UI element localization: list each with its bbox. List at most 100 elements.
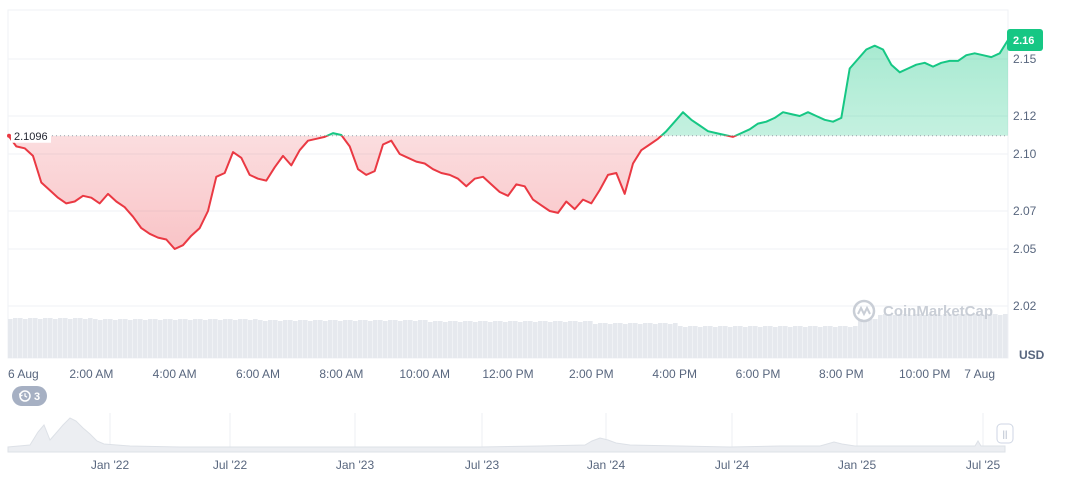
volume-bar [278, 321, 283, 358]
x-tick-label: 4:00 PM [652, 367, 697, 381]
reference-label-text: 2.1096 [14, 131, 48, 143]
volume-bar [368, 321, 373, 358]
volume-bar [198, 319, 203, 358]
history-badge[interactable]: 3 [12, 386, 47, 406]
volume-bar [888, 314, 893, 358]
navigator-handle-grip-icon: || [1003, 429, 1008, 439]
navigator-label: Jan '23 [336, 458, 375, 472]
volume-bar [523, 321, 528, 358]
volume-bar [588, 321, 593, 358]
volume-bar [963, 314, 968, 358]
volume-bar [768, 326, 773, 358]
volume-bar [258, 320, 263, 358]
last-price-badge-text: 2.16 [1013, 35, 1034, 47]
x-tick-label: 6 Aug [8, 367, 39, 381]
volume-bar [193, 319, 198, 358]
volume-bar [48, 318, 53, 358]
volume-bar [578, 322, 583, 358]
volume-bar [723, 326, 728, 358]
volume-bar [643, 323, 648, 358]
volume-bar [428, 322, 433, 358]
volume-bar [313, 320, 318, 358]
volume-bar [648, 323, 653, 358]
volume-bar [473, 322, 478, 358]
watermark-text: CoinMarketCap [883, 303, 993, 320]
volume-bar [223, 319, 228, 358]
y-tick-label: 2.05 [1013, 242, 1037, 256]
volume-bar [318, 320, 323, 358]
navigator-handle[interactable]: || [997, 424, 1013, 443]
volume-bar [728, 327, 733, 358]
y-axis: 2.022.052.072.102.122.15 [1013, 52, 1037, 313]
volume-bar [263, 321, 268, 358]
volume-bar [748, 326, 753, 358]
navigator-label: Jul '24 [715, 458, 750, 472]
volume-bar [333, 320, 338, 358]
volume-bar [688, 326, 693, 358]
volume-bar [503, 322, 508, 358]
volume-bar [988, 314, 993, 358]
volume-bar [638, 324, 643, 358]
volume-bars [8, 314, 1008, 358]
volume-bar [283, 320, 288, 358]
volume-bar [598, 323, 603, 358]
volume-bar [478, 321, 483, 358]
y-tick-label: 2.10 [1013, 147, 1037, 161]
volume-bar [133, 319, 138, 358]
volume-bar [438, 321, 443, 358]
y-tick-label: 2.02 [1013, 299, 1037, 313]
volume-bar [973, 314, 978, 358]
price-area-fill [8, 40, 1008, 249]
volume-bar [298, 320, 303, 358]
volume-bar [128, 320, 133, 358]
x-tick-label: 8:00 AM [319, 367, 363, 381]
volume-bar [848, 327, 853, 358]
volume-bar [168, 319, 173, 358]
y-axis-unit-label: USD [1019, 348, 1045, 362]
volume-bar [603, 323, 608, 358]
volume-bar [148, 319, 153, 358]
volume-bar [443, 322, 448, 358]
volume-bar [328, 320, 333, 358]
volume-bar [43, 318, 48, 358]
x-tick-label: 4:00 AM [153, 367, 197, 381]
volume-bar [153, 319, 158, 358]
volume-bar [933, 314, 938, 358]
volume-bar [13, 318, 18, 358]
volume-bar [208, 319, 213, 358]
volume-bar [938, 315, 943, 358]
volume-bar [143, 320, 148, 358]
volume-bar [83, 319, 88, 358]
volume-bar [338, 321, 343, 358]
y-tick-label: 2.15 [1013, 52, 1037, 66]
volume-bar [563, 322, 568, 358]
volume-bar [983, 315, 988, 358]
volume-bar [743, 327, 748, 358]
volume-bar [833, 327, 838, 358]
x-tick-label: 8:00 PM [819, 367, 864, 381]
volume-bar [513, 321, 518, 358]
x-tick-label: 10:00 PM [899, 367, 950, 381]
volume-bar [678, 326, 683, 358]
volume-bar [658, 323, 663, 358]
volume-bar [183, 319, 188, 358]
volume-bar [508, 321, 513, 358]
volume-bar [498, 321, 503, 358]
volume-bar [493, 321, 498, 358]
volume-bar [623, 324, 628, 358]
volume-bar [388, 320, 393, 358]
volume-bar [968, 315, 973, 358]
volume-bar [68, 319, 73, 358]
volume-bar [653, 324, 658, 358]
y-tick-label: 2.12 [1013, 109, 1037, 123]
volume-bar [583, 321, 588, 358]
volume-bar [843, 326, 848, 358]
volume-bar [998, 315, 1003, 358]
volume-bar [693, 326, 698, 358]
volume-bar [668, 324, 673, 358]
navigator-label: Jan '25 [838, 458, 877, 472]
volume-bar [993, 314, 998, 358]
